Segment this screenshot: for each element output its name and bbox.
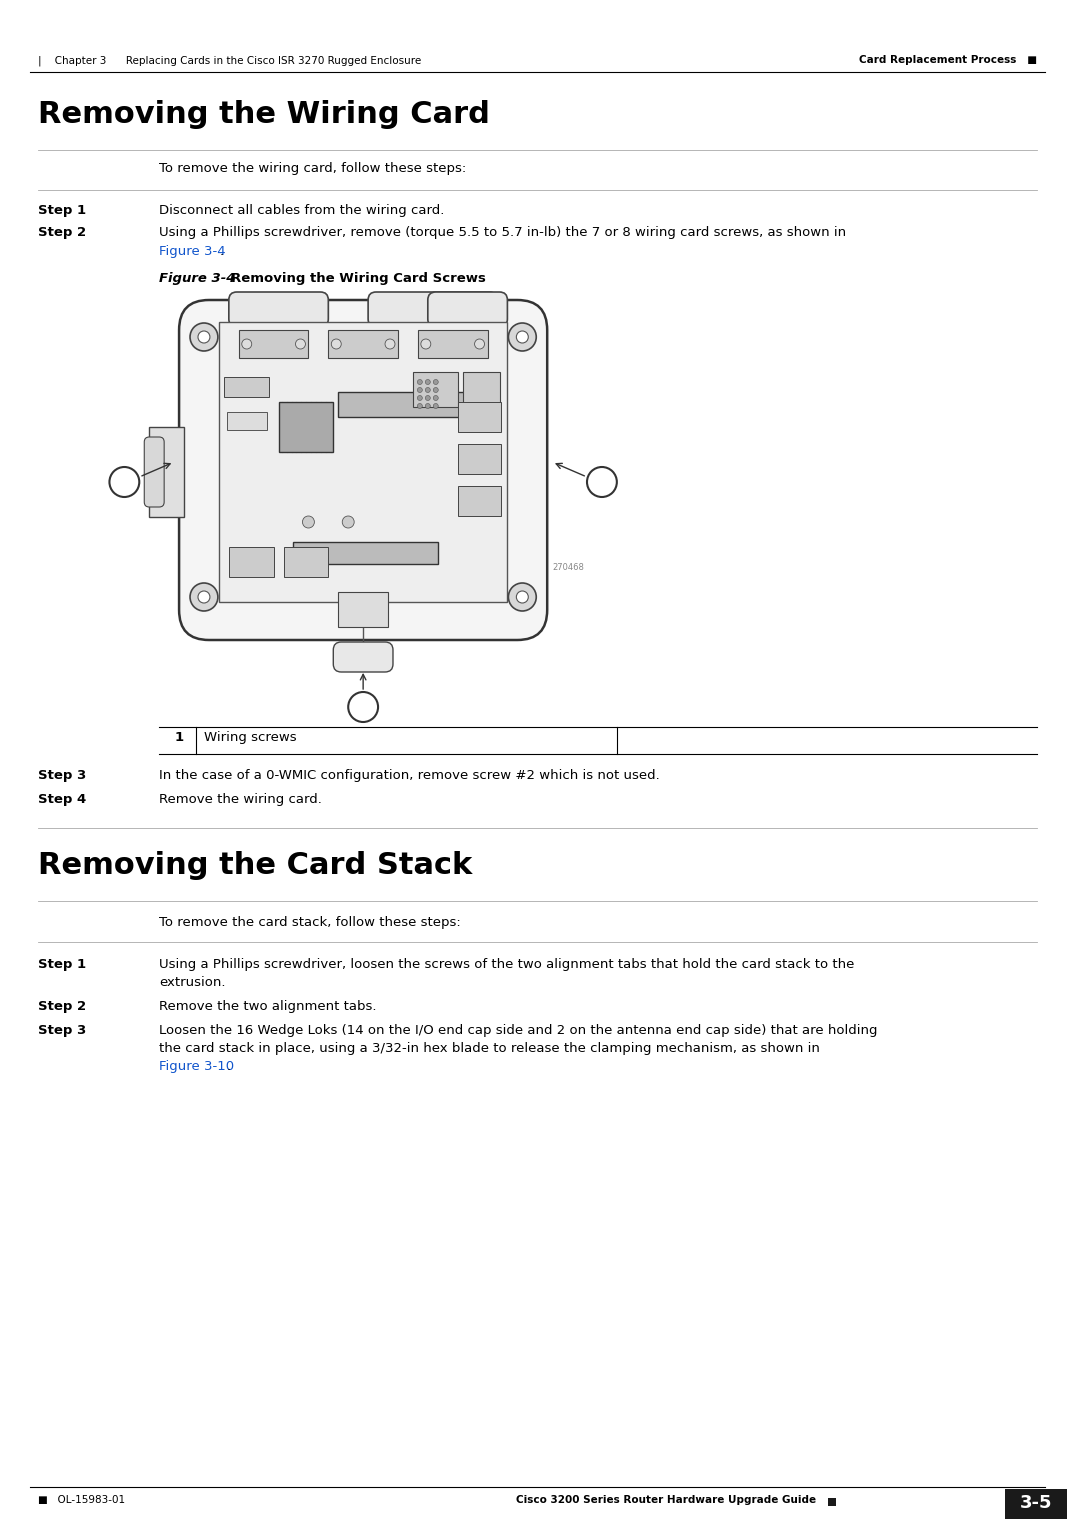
Text: Step 3: Step 3 [38,769,86,782]
Text: To remove the card stack, follow these steps:: To remove the card stack, follow these s… [159,915,461,929]
Bar [239,330,309,358]
Text: Using a Phillips screwdriver, loosen the screws of the two alignment tabs that h: Using a Phillips screwdriver, loosen the… [159,958,854,970]
Text: Wiring screws: Wiring screws [204,730,297,744]
Text: Loosen the 16 Wedge Loks (14 on the I/O end cap side and 2 on the antenna end ca: Loosen the 16 Wedge Loks (14 on the I/O … [159,1024,878,1038]
Circle shape [417,396,422,400]
Text: Removing the Card Stack: Removing the Card Stack [38,851,472,880]
Circle shape [426,396,430,400]
Text: Removing the Wiring Card Screws: Removing the Wiring Card Screws [231,272,486,286]
Circle shape [332,339,341,348]
Circle shape [509,584,537,611]
Circle shape [433,379,438,385]
Text: Step 1: Step 1 [38,205,86,217]
Circle shape [190,322,218,351]
Bar [413,371,458,406]
Bar [284,547,328,578]
Text: Cisco 3200 Series Router Hardware Upgrade Guide: Cisco 3200 Series Router Hardware Upgrad… [515,1494,815,1505]
Text: extrusion.: extrusion. [159,976,226,989]
FancyBboxPatch shape [334,642,393,672]
Text: In the case of a 0-WMIC configuration, remove screw #2 which is not used.: In the case of a 0-WMIC configuration, r… [159,769,660,782]
Text: Disconnect all cables from the wiring card.: Disconnect all cables from the wiring ca… [159,205,445,217]
Text: Step 4: Step 4 [38,793,86,805]
FancyBboxPatch shape [368,292,498,327]
Bar [418,330,487,358]
Text: 1: 1 [175,730,184,744]
Text: Step 3: Step 3 [38,1024,86,1038]
Circle shape [242,339,252,348]
Text: Card Replacement Process   ■: Card Replacement Process ■ [859,55,1037,66]
Bar [338,591,388,626]
Circle shape [426,379,430,385]
Circle shape [109,468,139,497]
Text: Removing the Wiring Card: Removing the Wiring Card [38,99,489,128]
Bar [827,1497,836,1507]
Text: ■   OL-15983-01: ■ OL-15983-01 [38,1494,125,1505]
Circle shape [417,388,422,393]
Circle shape [433,388,438,393]
Bar [229,547,273,578]
Bar [294,542,437,564]
Bar [149,426,184,516]
Circle shape [302,516,314,529]
Text: 1: 1 [597,475,607,489]
Text: the card stack in place, using a 3/32-in hex blade to release the clamping mecha: the card stack in place, using a 3/32-in… [159,1042,820,1054]
Circle shape [433,403,438,408]
Circle shape [296,339,306,348]
Bar [1004,1488,1067,1519]
Text: Step 2: Step 2 [38,999,86,1013]
Bar [458,445,501,474]
Circle shape [516,332,528,342]
Circle shape [474,339,485,348]
Circle shape [588,468,617,497]
FancyBboxPatch shape [428,292,508,327]
Bar [462,371,500,406]
FancyBboxPatch shape [179,299,548,640]
Text: |    Chapter 3      Replacing Cards in the Cisco ISR 3270 Rugged Enclosure: | Chapter 3 Replacing Cards in the Cisco… [38,55,421,66]
Circle shape [426,403,430,408]
FancyBboxPatch shape [229,292,328,327]
Bar [279,402,334,452]
Bar [224,377,269,397]
Text: 1: 1 [120,475,130,489]
Circle shape [421,339,431,348]
Text: 270468: 270468 [552,562,584,571]
Text: Remove the wiring card.: Remove the wiring card. [159,793,322,805]
Text: 1: 1 [359,700,368,714]
Circle shape [348,692,378,723]
Circle shape [417,403,422,408]
Text: Figure 3-4: Figure 3-4 [159,244,226,258]
Circle shape [198,332,210,342]
Text: Remove the two alignment tabs.: Remove the two alignment tabs. [159,999,377,1013]
Circle shape [516,591,528,604]
Text: .: . [227,1060,231,1073]
Bar [219,322,508,602]
Circle shape [342,516,354,529]
Text: Using a Phillips screwdriver, remove (torque 5.5 to 5.7 in-lb) the 7 or 8 wiring: Using a Phillips screwdriver, remove (to… [159,226,847,238]
Bar [328,330,397,358]
Bar [338,393,468,417]
Circle shape [190,584,218,611]
Circle shape [433,396,438,400]
Text: .: . [220,244,224,258]
Text: 3-5: 3-5 [1020,1494,1052,1513]
Circle shape [509,322,537,351]
Bar [227,413,267,429]
Circle shape [417,379,422,385]
Circle shape [198,591,210,604]
Bar [458,486,501,516]
Text: Figure 3-4: Figure 3-4 [159,272,235,286]
Text: Step 2: Step 2 [38,226,86,238]
Text: Step 1: Step 1 [38,958,86,970]
Circle shape [426,388,430,393]
Bar [458,402,501,432]
Text: Figure 3-10: Figure 3-10 [159,1060,234,1073]
FancyBboxPatch shape [145,437,164,507]
Text: To remove the wiring card, follow these steps:: To remove the wiring card, follow these … [159,162,467,176]
Circle shape [386,339,395,348]
